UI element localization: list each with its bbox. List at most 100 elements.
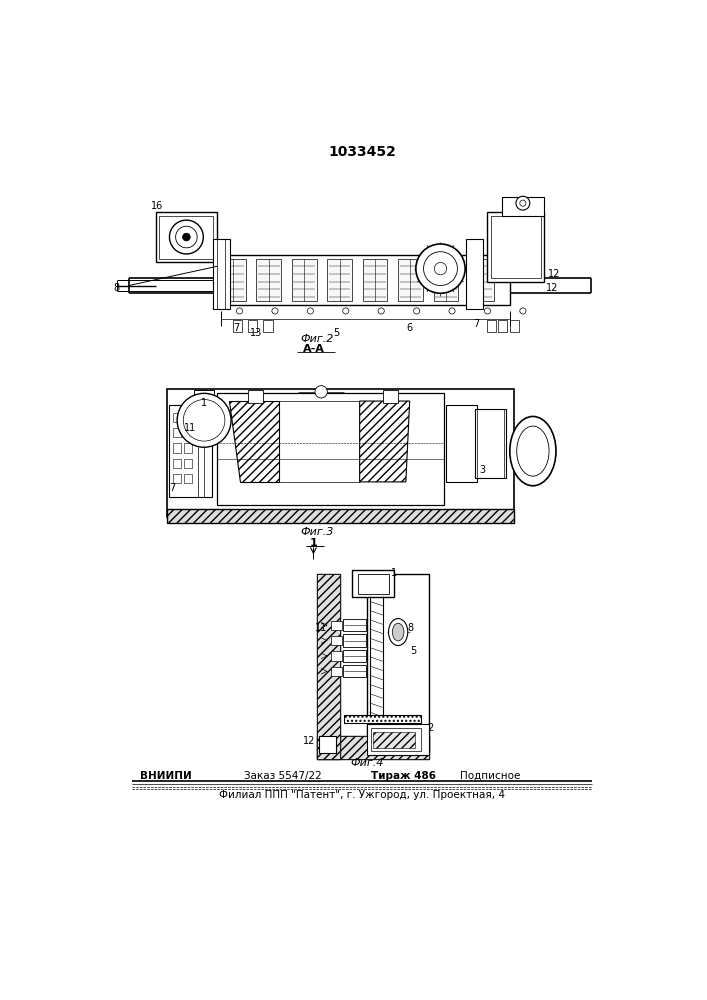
Bar	[317, 574, 340, 759]
Ellipse shape	[392, 623, 404, 641]
Bar	[331, 651, 342, 661]
Circle shape	[236, 308, 243, 314]
Bar	[343, 650, 366, 662]
Bar	[491, 216, 541, 278]
Bar	[214, 239, 230, 309]
Bar	[184, 474, 192, 483]
Polygon shape	[229, 401, 279, 482]
Bar	[502, 197, 544, 216]
Bar	[184, 413, 192, 422]
Bar	[398, 259, 423, 301]
Bar	[173, 428, 181, 437]
Text: 2: 2	[427, 723, 433, 733]
Bar	[382, 389, 398, 403]
Text: Тираж 486: Тираж 486	[371, 771, 436, 781]
Circle shape	[416, 244, 465, 293]
Bar	[160, 216, 214, 259]
Bar	[170, 405, 212, 497]
Bar	[352, 570, 395, 597]
Text: 5: 5	[334, 328, 339, 338]
Bar	[173, 474, 181, 483]
Bar	[194, 389, 214, 422]
Bar	[331, 667, 342, 676]
Bar	[248, 389, 264, 403]
Circle shape	[315, 386, 327, 398]
Circle shape	[170, 220, 204, 254]
Bar	[167, 509, 514, 523]
Bar	[510, 320, 519, 332]
Bar	[446, 405, 477, 482]
Bar	[173, 459, 181, 468]
Bar	[184, 428, 192, 437]
Bar	[184, 443, 192, 453]
Bar	[217, 393, 444, 505]
Text: 1: 1	[391, 568, 397, 578]
Bar	[343, 634, 366, 647]
Circle shape	[525, 443, 541, 459]
Text: 16: 16	[151, 201, 163, 211]
Text: Фиг.4: Фиг.4	[351, 758, 384, 768]
Bar	[184, 459, 192, 468]
Text: 11: 11	[315, 623, 327, 633]
Circle shape	[378, 308, 385, 314]
Text: А-А: А-А	[303, 344, 325, 354]
Bar	[486, 320, 496, 332]
Text: 12: 12	[303, 736, 315, 746]
Text: 7: 7	[233, 323, 240, 333]
Bar	[221, 259, 246, 301]
Circle shape	[449, 308, 455, 314]
Circle shape	[520, 308, 526, 314]
Bar	[368, 574, 429, 751]
Bar	[317, 574, 340, 759]
Bar	[331, 620, 342, 630]
Text: 1: 1	[201, 398, 207, 408]
Circle shape	[272, 308, 278, 314]
Circle shape	[182, 233, 190, 241]
Bar	[156, 212, 217, 262]
Bar	[344, 715, 421, 723]
Bar	[331, 636, 342, 645]
Ellipse shape	[517, 426, 549, 476]
Text: Фиг.3: Фиг.3	[300, 527, 334, 537]
Text: 8: 8	[407, 623, 414, 633]
Circle shape	[177, 393, 231, 447]
Bar	[486, 212, 544, 282]
Ellipse shape	[389, 619, 408, 646]
Bar	[358, 574, 389, 594]
Text: 3: 3	[480, 465, 486, 475]
Bar	[248, 320, 257, 332]
Text: Подписное: Подписное	[460, 771, 520, 781]
Bar	[217, 255, 510, 305]
Text: 7: 7	[170, 483, 175, 493]
Circle shape	[414, 308, 420, 314]
Circle shape	[484, 308, 491, 314]
Bar	[292, 259, 317, 301]
Bar	[368, 724, 429, 755]
Circle shape	[516, 196, 530, 210]
Circle shape	[520, 200, 526, 206]
Bar	[371, 728, 421, 751]
Text: 5: 5	[411, 646, 416, 656]
Text: 8: 8	[113, 283, 119, 293]
Circle shape	[308, 308, 313, 314]
Text: Заказ 5547/22: Заказ 5547/22	[244, 771, 322, 781]
Bar	[233, 320, 242, 332]
Text: 12: 12	[547, 269, 560, 279]
Circle shape	[183, 400, 225, 441]
Bar	[466, 239, 483, 309]
Bar	[173, 443, 181, 453]
Bar	[319, 736, 336, 753]
Text: ВНИИПИ: ВНИИПИ	[140, 771, 192, 781]
Bar	[264, 320, 273, 332]
Bar	[173, 413, 181, 422]
Bar	[257, 259, 281, 301]
Ellipse shape	[510, 416, 556, 486]
Text: 11: 11	[184, 423, 197, 433]
Bar	[363, 259, 387, 301]
Text: Филиал ППП "Патент", г. Ужгород, ул. Проектная, 4: Филиал ППП "Патент", г. Ужгород, ул. Про…	[219, 790, 505, 800]
Bar	[327, 259, 352, 301]
Bar	[343, 619, 366, 631]
Bar	[498, 320, 508, 332]
Text: 13: 13	[250, 328, 262, 338]
Text: 12: 12	[546, 283, 559, 293]
